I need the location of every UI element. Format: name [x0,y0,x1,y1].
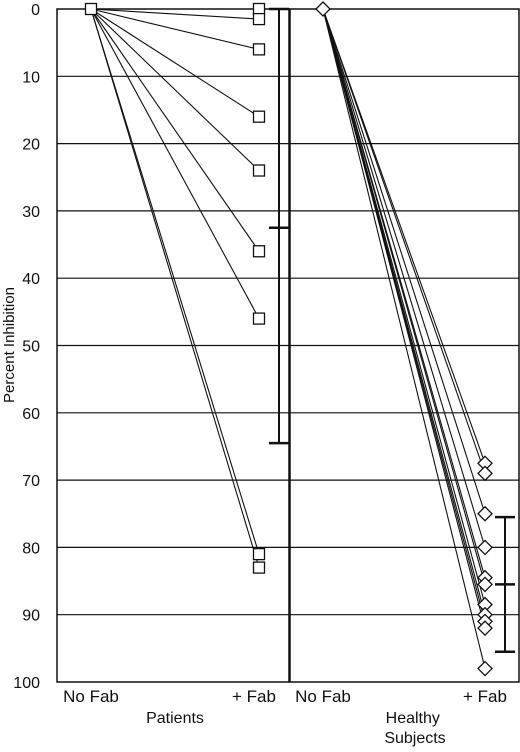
y-tick-label: 50 [22,339,40,356]
healthy-series-line [322,8,486,464]
y-tick-label: 70 [22,473,40,490]
y-tick-label: 60 [22,406,40,423]
y-tick-label: 0 [31,2,40,19]
patients-marker-square [252,547,266,561]
y-tick-label: 100 [13,675,40,692]
healthy-category-label-plus-fab: + Fab [463,687,507,706]
y-tick-label: 10 [22,69,40,86]
healthy-markers [315,1,493,677]
healthy-marker-diamond [477,539,493,556]
patients-series-line [90,8,260,20]
healthy-series-line [322,8,486,514]
healthy-marker-diamond [315,1,331,17]
patients-series-lines [90,8,260,568]
patients-error-bar [269,7,289,445]
y-tick-label: 90 [22,608,40,625]
healthy-category-label-no-fab: No Fab [295,687,351,706]
patients-series-line [90,8,260,171]
patients-marker-square [252,312,266,325]
healthy-series-line [322,8,486,585]
y-axis-tick-labels: 0 10 20 30 40 50 60 70 80 90 100 [13,2,40,692]
patients-category-label-plus-fab: + Fab [232,687,276,706]
y-tick-label: 80 [22,540,40,557]
healthy-x-axis-label: Healthy Subjects [384,710,445,747]
patients-marker-square [252,561,266,574]
healthy-x-axis-label-line-1: Healthy [386,710,440,727]
patients-category-label-no-fab: No Fab [63,687,119,706]
patients-series-line [90,8,260,118]
healthy-marker-diamond [477,505,493,522]
patients-marker-square [252,12,266,26]
healthy-series-line [322,8,486,548]
patients-series-line [90,8,260,50]
y-tick-label: 30 [22,204,40,221]
healthy-error-bar [495,515,515,653]
patients-marker-square [84,2,98,16]
healthy-marker-diamond [477,660,493,677]
patients-marker-square [252,164,266,177]
y-tick-label: 40 [22,271,40,288]
patients-marker-square [252,245,266,258]
patients-series-line [90,8,260,555]
y-axis-label: Percent Inhibition [1,287,18,403]
patients-gridlines [57,75,289,616]
healthy-marker-diamond [477,620,493,637]
patients-series-line [90,8,260,568]
patients-series-line [90,8,260,252]
healthy-marker-diamond [477,576,493,593]
patients-marker-square [252,2,266,16]
patients-marker-square [252,110,266,123]
patients-marker-square [252,43,266,56]
healthy-x-axis-label-line-2: Subjects [384,730,445,747]
healthy-series-lines [322,8,486,669]
healthy-series-line [322,8,486,474]
healthy-series-line [322,8,486,669]
healthy-series-line [322,8,486,629]
patients-series-line [90,8,260,319]
patients-x-axis-label: Patients [146,710,204,727]
patients-markers [84,2,266,574]
y-tick-label: 20 [22,137,40,154]
healthy-marker-diamond [477,465,493,482]
